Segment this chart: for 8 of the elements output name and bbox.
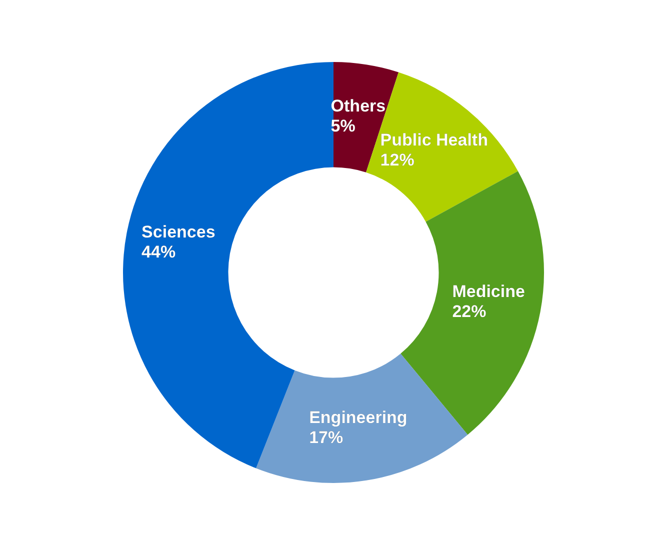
slice-label: Public Health xyxy=(380,130,488,150)
data-label: 12% xyxy=(380,150,414,170)
data-label: 44% xyxy=(142,242,176,262)
data-label: 17% xyxy=(309,428,344,448)
slice-label: Engineering xyxy=(309,408,408,428)
slice-label: Medicine xyxy=(452,282,525,301)
slice-label: Sciences xyxy=(142,222,216,242)
data-label: 22% xyxy=(452,302,486,321)
